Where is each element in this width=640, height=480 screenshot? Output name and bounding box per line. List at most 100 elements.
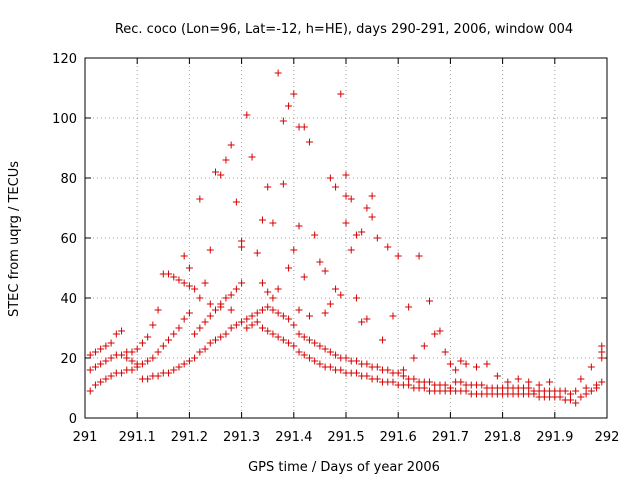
data-point [572,399,580,407]
data-point [91,348,99,356]
data-point [232,321,240,329]
data-point [295,306,303,314]
data-point [274,69,282,77]
data-point [217,333,225,341]
data-point [556,393,564,401]
data-point [222,294,230,302]
data-point [232,198,240,206]
data-point [227,141,235,149]
data-point [311,339,319,347]
data-point [358,228,366,236]
data-point [389,378,397,386]
data-point [196,195,204,203]
data-point [321,345,329,353]
data-point [300,333,308,341]
data-point [316,258,324,266]
x-tick-label: 291.3 [223,430,260,445]
data-point [274,333,282,341]
data-point [420,384,428,392]
data-point [473,363,480,371]
data-point [118,327,126,335]
data-point [587,387,595,395]
grid [85,58,607,418]
data-point [232,285,240,293]
data-point [264,303,272,311]
data-point [577,393,585,401]
data-point [436,327,444,335]
data-point [295,330,303,338]
data-point [342,354,350,362]
data-point [170,330,178,338]
data-point [462,387,470,395]
data-point [561,387,569,395]
data-point [201,318,209,326]
data-point [133,345,141,353]
data-point [300,351,308,359]
data-point [363,315,371,323]
data-point [285,264,293,272]
data-point [212,336,219,344]
data-point [452,366,460,374]
data-point [300,123,308,131]
x-tick-label: 291 [73,430,98,445]
data-point [196,294,204,302]
data-point [243,315,251,323]
data-point [285,315,293,323]
data-point [593,381,601,389]
data-point [504,378,512,386]
data-point [144,357,152,365]
data-point [248,321,256,329]
data-point [196,348,204,356]
data-point [368,213,376,221]
data-point [91,381,99,389]
data-point [191,354,199,362]
data-point [384,366,392,374]
data-point [337,90,345,98]
data-point [206,300,214,308]
data-point [321,267,329,275]
y-axis-label: STEC from uqrg / TECUs [7,161,22,317]
data-point [222,156,230,164]
data-point [248,153,256,161]
x-tick-label: 291.5 [327,430,364,445]
data-point [326,348,334,356]
chart-title: Rec. coco (Lon=96, Lat=-12, h=HE), days … [115,22,573,37]
data-point [180,315,188,323]
data-point [180,252,188,260]
data-point [154,348,162,356]
data-point [217,171,225,179]
data-point [305,138,313,146]
data-point [394,369,402,377]
data-point [279,117,287,125]
data-point [107,372,115,380]
data-point [175,363,183,371]
data-point [300,273,308,281]
data-point [577,375,585,383]
data-point [582,384,590,392]
data-point [175,276,183,284]
x-tick-label: 291.9 [536,430,573,445]
data-point [566,390,574,398]
data-point [170,366,178,374]
data-point [118,369,126,377]
data-point [332,351,340,359]
data-point [264,327,272,335]
y-tick-label: 0 [69,412,77,427]
y-tick-label: 100 [52,112,77,127]
data-point [86,387,94,395]
data-point [598,378,606,386]
data-point [227,306,235,314]
data-point [373,234,381,242]
data-point [431,330,439,338]
data-point [426,378,434,386]
data-point [446,360,454,368]
data-point [138,339,146,347]
data-point [347,195,355,203]
data-point [185,264,193,272]
data-point [258,279,266,287]
data-point [483,360,491,368]
y-tick-label: 40 [60,292,77,307]
data-point [379,336,387,344]
data-point [514,375,522,383]
